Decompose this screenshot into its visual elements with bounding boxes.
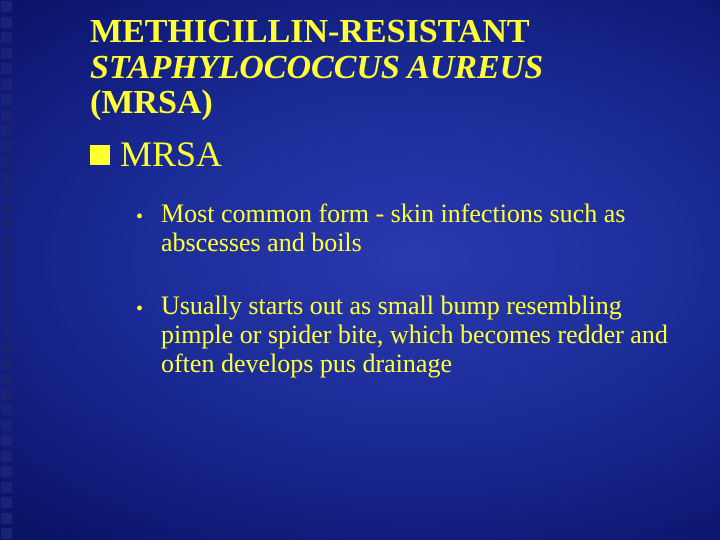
dot-bullet-icon: • bbox=[136, 299, 143, 319]
square-bullet-icon bbox=[90, 145, 110, 165]
slide-content: METHICILLIN-RESISTANT STAPHYLOCOCCUS AUR… bbox=[0, 0, 720, 540]
bullet-level2-item: • Most common form - skin infections suc… bbox=[136, 199, 680, 257]
dot-bullet-icon: • bbox=[136, 207, 143, 227]
slide-title: METHICILLIN-RESISTANT STAPHYLOCOCCUS AUR… bbox=[90, 14, 680, 121]
bullet-level1: MRSA bbox=[90, 135, 680, 175]
bullet-level2-text: Usually starts out as small bump resembl… bbox=[161, 291, 680, 378]
title-line-2-italic: STAPHYLOCOCCUS AUREUS bbox=[90, 50, 680, 86]
title-line-1: METHICILLIN-RESISTANT bbox=[90, 14, 680, 50]
bullet-level1-text: MRSA bbox=[120, 135, 222, 175]
bullet-level2-item: • Usually starts out as small bump resem… bbox=[136, 291, 680, 378]
title-line-3: (MRSA) bbox=[90, 85, 680, 121]
bullet-level2-text: Most common form - skin infections such … bbox=[161, 199, 680, 257]
